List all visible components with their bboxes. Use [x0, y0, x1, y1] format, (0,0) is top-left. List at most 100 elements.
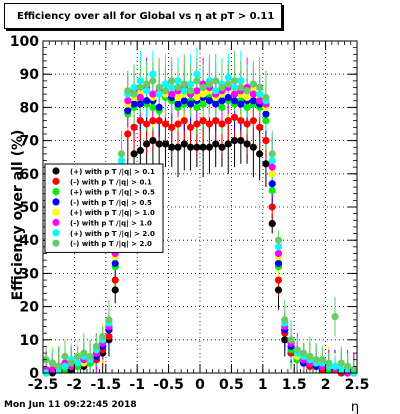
data-point: [168, 143, 176, 151]
data-point: [149, 117, 157, 125]
data-point: [136, 146, 144, 155]
data-point: [155, 83, 163, 92]
data-point: [199, 117, 207, 125]
x-tick-label: 2: [321, 377, 331, 393]
data-point: [149, 70, 157, 78]
data-point: [143, 120, 151, 128]
data-point: [193, 143, 201, 151]
data-point: [111, 259, 119, 268]
data-point: [268, 170, 276, 178]
data-point: [186, 100, 195, 108]
y-tick-label: 80: [20, 100, 40, 116]
data-point: [174, 100, 182, 108]
x-axis-ticks: -2.5 -2 -1.5 -1 -0.5 0 0.5 1 1.5 2 2.5: [28, 41, 370, 393]
data-point: [218, 120, 226, 128]
y-tick-label: 70: [20, 134, 40, 150]
data-point: [117, 156, 126, 165]
data-point: [224, 117, 232, 125]
data-point: [249, 90, 257, 98]
y-tick-label: 10: [20, 333, 40, 349]
legend-label: (-) with p T /|q| > 0.1: [70, 178, 152, 187]
data-point: [224, 80, 232, 88]
data-point: [55, 362, 63, 370]
data-point: [256, 90, 264, 98]
data-point: [111, 286, 119, 294]
y-tick-label: 0: [29, 366, 39, 382]
data-point: [180, 97, 188, 105]
x-tick-label: -0.5: [153, 377, 184, 393]
data-point: [168, 77, 176, 85]
x-tick-label: 0: [195, 377, 205, 393]
data-point: [237, 83, 245, 92]
data-point: [168, 90, 176, 98]
data-point: [130, 90, 138, 98]
data-point: [293, 346, 301, 354]
data-point: [124, 130, 132, 138]
legend: (+) with p T /|q| > 0.1(-) with p T /|q|…: [44, 163, 164, 253]
data-point: [274, 243, 283, 251]
data-point: [249, 143, 257, 151]
legend-marker: [52, 167, 60, 175]
data-point: [230, 137, 239, 145]
data-point: [48, 366, 57, 374]
data-point: [149, 103, 157, 111]
legend-marker: [52, 218, 60, 227]
legend-marker: [52, 188, 60, 196]
data-point: [168, 83, 176, 92]
data-point: [256, 150, 264, 158]
data-point: [337, 366, 345, 374]
data-point: [199, 90, 207, 98]
data-point: [180, 117, 188, 125]
data-point: [136, 93, 144, 102]
data-point: [256, 83, 264, 92]
data-point: [205, 120, 214, 128]
legend-label: (-) with p T /|q| > 0.5: [70, 199, 152, 208]
x-tick-label: 0.5: [219, 377, 244, 393]
timestamp: Mon Jun 11 09:22:45 2018: [4, 400, 137, 410]
data-point: [180, 80, 188, 88]
data-point: [130, 123, 138, 131]
data-point: [237, 77, 245, 85]
data-point: [161, 80, 170, 88]
data-point: [318, 356, 327, 364]
data-point: [186, 123, 195, 131]
data-point: [186, 87, 195, 95]
x-tick-label: 2.5: [345, 377, 370, 393]
legend-label: (-) with p T /|q| > 1.0: [70, 220, 152, 229]
data-point: [212, 77, 220, 85]
data-point: [130, 100, 138, 108]
data-point: [212, 140, 220, 148]
data-point: [230, 83, 239, 92]
data-point: [331, 362, 339, 370]
data-point: [143, 97, 151, 105]
data-point: [193, 87, 201, 95]
data-point: [331, 312, 339, 321]
data-point: [243, 93, 251, 102]
data-point: [230, 113, 239, 121]
data-point: [325, 359, 333, 367]
legend-label: (+) with p T /|q| > 0.1: [70, 168, 155, 177]
data-point: [67, 359, 75, 367]
data-point: [230, 97, 239, 105]
data-point: [117, 150, 126, 158]
y-tick-label: 100: [10, 34, 39, 50]
data-point: [168, 123, 176, 131]
data-point: [237, 117, 245, 125]
x-axis-label: η: [351, 400, 359, 414]
data-point: [155, 90, 163, 98]
y-tick-label: 60: [20, 167, 40, 183]
data-point: [249, 117, 257, 125]
data-point: [237, 137, 245, 145]
data-point: [268, 156, 276, 165]
data-point: [218, 97, 226, 105]
data-point: [193, 103, 201, 111]
data-point: [268, 203, 276, 211]
data-point: [111, 276, 119, 284]
data-point: [174, 83, 182, 92]
data-point: [61, 352, 69, 360]
data-point: [186, 143, 195, 151]
data-point: [224, 93, 232, 102]
data-point: [73, 359, 82, 367]
data-point: [212, 87, 220, 95]
